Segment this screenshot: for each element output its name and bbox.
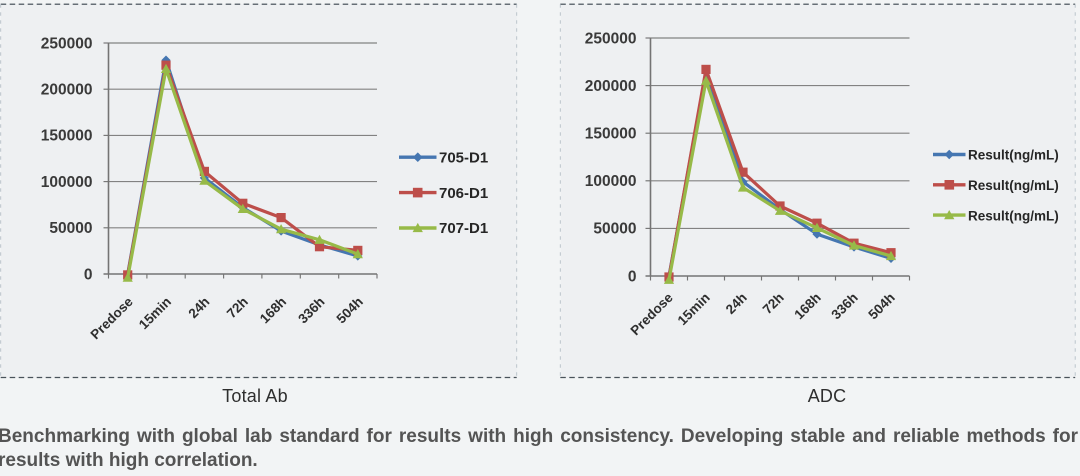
svg-text:Result(ng/mL): Result(ng/mL) — [968, 178, 1059, 193]
svg-text:150000: 150000 — [41, 128, 93, 145]
svg-text:24h: 24h — [723, 290, 750, 317]
svg-text:24h: 24h — [185, 294, 212, 321]
svg-text:250000: 250000 — [41, 35, 93, 52]
svg-text:250000: 250000 — [585, 30, 637, 47]
svg-text:0: 0 — [628, 268, 637, 285]
svg-text:336h: 336h — [295, 294, 327, 326]
svg-text:200000: 200000 — [41, 82, 93, 99]
svg-text:100000: 100000 — [41, 174, 93, 191]
svg-text:336h: 336h — [828, 290, 860, 322]
svg-text:705-D1: 705-D1 — [439, 149, 488, 166]
svg-text:72h: 72h — [224, 294, 251, 321]
svg-text:168h: 168h — [791, 290, 823, 322]
svg-text:200000: 200000 — [585, 78, 637, 95]
svg-text:15min: 15min — [136, 294, 174, 332]
svg-text:504h: 504h — [334, 294, 366, 326]
svg-text:706-D1: 706-D1 — [439, 185, 488, 202]
svg-text:150000: 150000 — [585, 126, 637, 143]
svg-text:72h: 72h — [760, 290, 787, 317]
svg-text:707-D1: 707-D1 — [439, 220, 488, 237]
svg-text:504h: 504h — [865, 290, 897, 322]
svg-text:50000: 50000 — [593, 221, 636, 238]
svg-text:Result(ng/mL): Result(ng/mL) — [968, 208, 1059, 223]
svg-text:100000: 100000 — [585, 173, 637, 190]
svg-text:50000: 50000 — [49, 220, 92, 237]
svg-text:15min: 15min — [675, 290, 713, 328]
svg-text:0: 0 — [84, 266, 93, 283]
svg-text:Predose: Predose — [628, 290, 677, 339]
svg-text:Result(ng/mL): Result(ng/mL) — [968, 148, 1059, 163]
svg-text:168h: 168h — [257, 294, 289, 326]
svg-text:Predose: Predose — [88, 294, 137, 343]
